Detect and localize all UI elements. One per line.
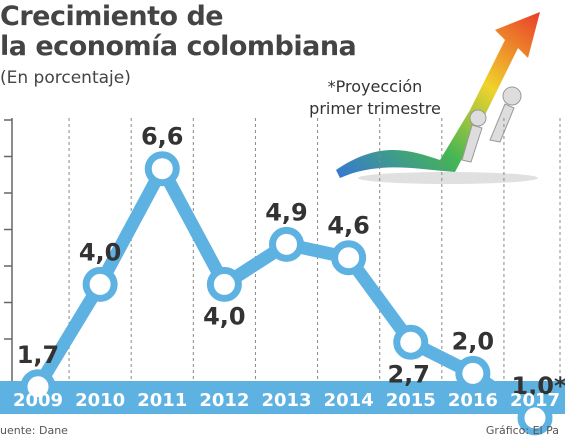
x-tick-label: 2010	[75, 390, 125, 411]
x-tick-label: 2012	[199, 390, 249, 411]
data-point	[206, 266, 242, 302]
data-label: 1,7	[17, 341, 60, 369]
x-tick-label: 2009	[13, 390, 63, 411]
data-point	[144, 151, 180, 187]
grid	[4, 118, 561, 381]
series-line	[20, 151, 553, 436]
data-point	[269, 226, 304, 262]
x-tick-label: 2016	[448, 390, 498, 411]
x-tick-labels: 2009 2010 2011 2012 2013 2014 2015 2016 2017	[13, 390, 560, 411]
data-point	[455, 355, 491, 391]
data-point	[331, 240, 367, 276]
credit-note: Gráfico: El Pa	[485, 424, 559, 437]
data-point	[517, 400, 553, 436]
data-label: 1,0*	[511, 372, 565, 400]
growth-arrow-illustration	[336, 12, 540, 184]
title-line-2: la economía colombiana	[0, 31, 357, 62]
note-line-1: *Proyección	[327, 77, 423, 96]
data-label: 4,9	[265, 198, 308, 226]
data-point	[82, 266, 118, 302]
x-tick-label: 2017	[510, 390, 560, 411]
data-label: 6,6	[141, 123, 184, 151]
data-point	[393, 324, 429, 360]
data-label: 4,6	[327, 212, 370, 240]
data-labels: 1,7 4,0 6,6 4,0 4,9 4,6 2,7 2,0 1,0*	[17, 123, 565, 400]
x-tick-label: 2014	[324, 390, 374, 411]
chart-title: Crecimiento de la economía colombiana	[0, 1, 357, 62]
x-tick-label: 2015	[386, 390, 436, 411]
title-line-1: Crecimiento de	[0, 1, 224, 32]
x-tick-label: 2011	[137, 390, 187, 411]
source-note: uente: Dane	[0, 424, 68, 437]
data-label: 4,0	[203, 302, 246, 330]
data-label: 4,0	[79, 238, 122, 266]
x-tick-label: 2013	[261, 390, 311, 411]
data-label: 2,0	[452, 327, 495, 355]
projection-note: *Proyección primer trimestre	[300, 76, 450, 120]
note-line-2: primer trimestre	[309, 99, 441, 118]
data-point	[20, 369, 56, 405]
chart-subtitle: (En porcentaje)	[0, 68, 131, 88]
data-label: 2,7	[387, 360, 430, 388]
